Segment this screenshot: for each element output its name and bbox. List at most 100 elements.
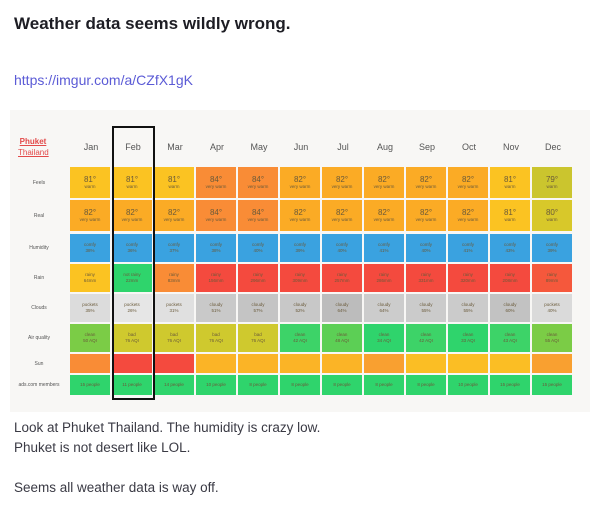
cell-value: 15 people bbox=[80, 382, 100, 387]
weather-cell: bad 76 AQI bbox=[196, 324, 236, 352]
cell-detail: 36% bbox=[127, 248, 137, 253]
weather-cell: clean 43 AQI bbox=[490, 324, 530, 352]
cell-value: cloudy bbox=[419, 302, 433, 307]
weather-cell: 81° warm bbox=[70, 167, 110, 198]
cell-detail: 51% bbox=[211, 308, 221, 313]
cell-detail: 43 AQI bbox=[503, 338, 517, 343]
cell-value: 8 people bbox=[249, 382, 267, 387]
body-line: Look at Phuket Thailand. The humidity is… bbox=[14, 420, 321, 435]
cell-value: 80° bbox=[545, 208, 559, 217]
weather-cell: 84° very warm bbox=[196, 200, 236, 231]
cell-detail: very warm bbox=[247, 184, 269, 189]
cell-value: comfy bbox=[377, 242, 390, 247]
cell-value: cloudy bbox=[503, 302, 517, 307]
weather-table-image: Phuket Thailand Jan Feb Mar Apr May Jun Jul Aug… bbox=[10, 110, 590, 412]
weather-cell: comfy 38% bbox=[196, 234, 236, 262]
weather-cell: cloudy 64% bbox=[364, 294, 404, 322]
weather-cell: comfy 39% bbox=[280, 234, 320, 262]
cell-detail: warm bbox=[546, 217, 558, 222]
cell-value: 82° bbox=[377, 208, 391, 217]
weather-cell: comfy 36% bbox=[112, 234, 152, 262]
weather-cell: comfy 40% bbox=[406, 234, 446, 262]
month-header: Sep bbox=[418, 142, 435, 152]
weather-cell: clean 50 AQI bbox=[70, 324, 110, 352]
weather-cell: cloudy 51% bbox=[196, 294, 236, 322]
cell-detail: warm bbox=[126, 184, 138, 189]
cell-value: 84° bbox=[251, 208, 265, 217]
weather-cell: 84° very warm bbox=[238, 200, 278, 231]
city-name: Phuket bbox=[19, 137, 47, 146]
row-label: Air quality bbox=[28, 335, 50, 341]
cell-value: clean bbox=[294, 332, 306, 337]
cell-value: cloudy bbox=[335, 302, 349, 307]
cell-detail: 39% bbox=[295, 248, 305, 253]
cell-value: 82° bbox=[293, 175, 307, 184]
weather-cell: 82° very warm bbox=[322, 167, 362, 198]
cell-detail: warm bbox=[84, 184, 96, 189]
row-label: Real bbox=[33, 212, 45, 219]
cell-detail: 309mm bbox=[292, 278, 308, 283]
weather-cell: rainy 286mm bbox=[364, 264, 404, 292]
city-link[interactable]: Phuket Thailand bbox=[18, 136, 49, 158]
cell-value: rainy bbox=[169, 272, 179, 277]
cell-value: 84° bbox=[209, 208, 223, 217]
imgur-link[interactable]: https://imgur.com/a/CZfX1gK bbox=[14, 72, 193, 88]
weather-cell: pockets 40% bbox=[532, 294, 572, 322]
weather-cell: rainy 89mm bbox=[532, 264, 572, 292]
weather-cell: 82° very warm bbox=[154, 200, 194, 231]
cell-value: comfy bbox=[335, 242, 348, 247]
cell-detail: 38% bbox=[85, 248, 95, 253]
weather-cell: not rainy 22mm bbox=[112, 264, 152, 292]
cell-detail: 320mm bbox=[460, 278, 476, 283]
cell-value: 81° bbox=[125, 175, 139, 184]
cell-detail: very warm bbox=[415, 217, 437, 222]
weather-cell: bad 76 AQI bbox=[238, 324, 278, 352]
cell-value: comfy bbox=[461, 242, 474, 247]
cell-detail: 40% bbox=[421, 248, 431, 253]
weather-cell: 81° warm bbox=[490, 167, 530, 198]
cell-value: 82° bbox=[419, 208, 433, 217]
cell-value: pockets bbox=[124, 302, 140, 307]
cell-value: 81° bbox=[167, 175, 181, 184]
cell-value: 82° bbox=[419, 175, 433, 184]
cell-value: pockets bbox=[544, 302, 560, 307]
weather-cell bbox=[490, 354, 530, 373]
cell-value: 8 people bbox=[333, 382, 351, 387]
weather-cell bbox=[70, 354, 110, 373]
cell-detail: 52% bbox=[295, 308, 305, 313]
cell-detail: warm bbox=[504, 184, 516, 189]
cell-detail: very warm bbox=[373, 184, 395, 189]
weather-cell: 10 people bbox=[196, 375, 236, 395]
cell-detail: 42 AQI bbox=[293, 338, 307, 343]
body-line bbox=[14, 458, 320, 478]
cell-value: cloudy bbox=[209, 302, 223, 307]
weather-cell: 82° very warm bbox=[406, 167, 446, 198]
cell-detail: 34 AQI bbox=[377, 338, 391, 343]
cell-value: 11 people bbox=[122, 382, 142, 387]
weather-cell: cloudy 60% bbox=[490, 294, 530, 322]
cell-detail: 31% bbox=[169, 308, 179, 313]
month-header: Feb bbox=[125, 142, 141, 152]
cell-detail: warm bbox=[168, 184, 180, 189]
weather-cell: bad 76 AQI bbox=[112, 324, 152, 352]
cell-detail: very warm bbox=[415, 184, 437, 189]
cell-value: comfy bbox=[293, 242, 306, 247]
cell-detail: very warm bbox=[373, 217, 395, 222]
row-label: Clouds bbox=[31, 305, 47, 311]
weather-cell: 14 people bbox=[154, 375, 194, 395]
weather-cell: rainy 309mm bbox=[280, 264, 320, 292]
month-header: Dec bbox=[544, 142, 561, 152]
cell-detail: 55% bbox=[421, 308, 431, 313]
weather-cell: comfy 43% bbox=[490, 234, 530, 262]
weather-cell: rainy 331mm bbox=[406, 264, 446, 292]
weather-cell: cloudy 57% bbox=[238, 294, 278, 322]
cell-value: clean bbox=[504, 332, 516, 337]
weather-cell: 82° very warm bbox=[280, 200, 320, 231]
cell-value: comfy bbox=[545, 242, 558, 247]
cell-detail: 89mm bbox=[545, 278, 559, 283]
weather-cell: clean 55 AQI bbox=[532, 324, 572, 352]
cell-detail: very warm bbox=[163, 217, 185, 222]
weather-cell: 81° warm bbox=[154, 167, 194, 198]
weather-cell: comfy 38% bbox=[70, 234, 110, 262]
weather-cell: rainy 156mm bbox=[196, 264, 236, 292]
